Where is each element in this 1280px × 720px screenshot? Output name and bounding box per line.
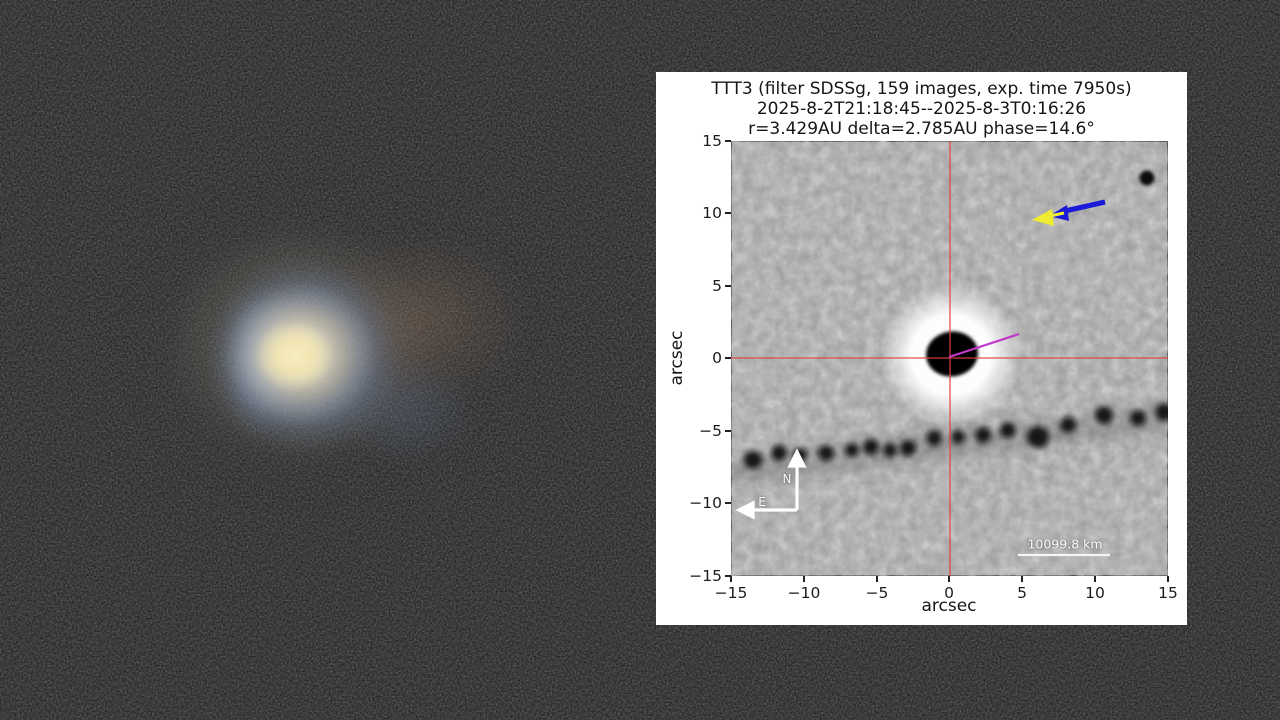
y-tick-label: −15	[689, 567, 722, 585]
x-tick	[730, 576, 732, 582]
figure-panel: TTT3 (filter SDSSg, 159 images, exp. tim…	[656, 72, 1187, 625]
y-tick	[725, 285, 731, 287]
x-tick-label: 0	[944, 584, 954, 602]
y-tick-label: −5	[699, 422, 722, 440]
x-tick	[1094, 576, 1096, 582]
y-tick-label: 10	[702, 204, 722, 222]
y-tick-label: 15	[702, 132, 722, 150]
field-star	[1139, 170, 1155, 186]
y-tick	[725, 502, 731, 504]
compass-east-label: E	[758, 495, 766, 509]
y-tick	[725, 212, 731, 214]
scale-bar-label: 10099.8 km	[1027, 536, 1103, 552]
y-axis-label: arcsec	[667, 330, 687, 386]
x-axis-label: arcsec	[921, 596, 977, 616]
x-tick	[948, 576, 950, 582]
y-tick-label: 0	[712, 349, 722, 367]
y-tick	[725, 140, 731, 142]
x-tick	[876, 576, 878, 582]
x-tick	[1021, 576, 1023, 582]
jet-line	[948, 332, 1020, 359]
x-tick-label: 15	[1158, 584, 1178, 602]
image-axes: N E 10099.8 km	[731, 141, 1168, 576]
x-tick-label: −5	[865, 584, 889, 602]
figure-date-range: 2025-8-2T21:18:45--2025-8-3T0:16:26	[756, 99, 1087, 119]
x-tick-label: −15	[714, 584, 748, 602]
x-tick-label: −10	[787, 584, 821, 602]
nucleus-shadow	[926, 331, 978, 377]
y-tick-label: −10	[689, 494, 722, 512]
x-tick	[803, 576, 805, 582]
y-tick	[725, 430, 731, 432]
yellow-arrow	[1032, 209, 1065, 226]
y-tick	[725, 575, 731, 577]
comet-blue-lower-patch	[330, 355, 480, 465]
compass-north-label: N	[782, 472, 792, 486]
x-tick	[1167, 576, 1169, 582]
figure-title: TTT3 (filter SDSSg, 159 images, exp. tim…	[711, 79, 1132, 99]
figure-orbit-info: r=3.429AU delta=2.785AU phase=14.6°	[748, 119, 1095, 139]
x-tick-label: 5	[1017, 584, 1027, 602]
comet-yellow-core	[252, 318, 337, 393]
y-tick-label: 5	[712, 277, 722, 295]
y-tick	[725, 357, 731, 359]
image-axes-graphics	[731, 141, 1168, 576]
x-tick-label: 10	[1085, 584, 1105, 602]
compass	[735, 448, 807, 520]
